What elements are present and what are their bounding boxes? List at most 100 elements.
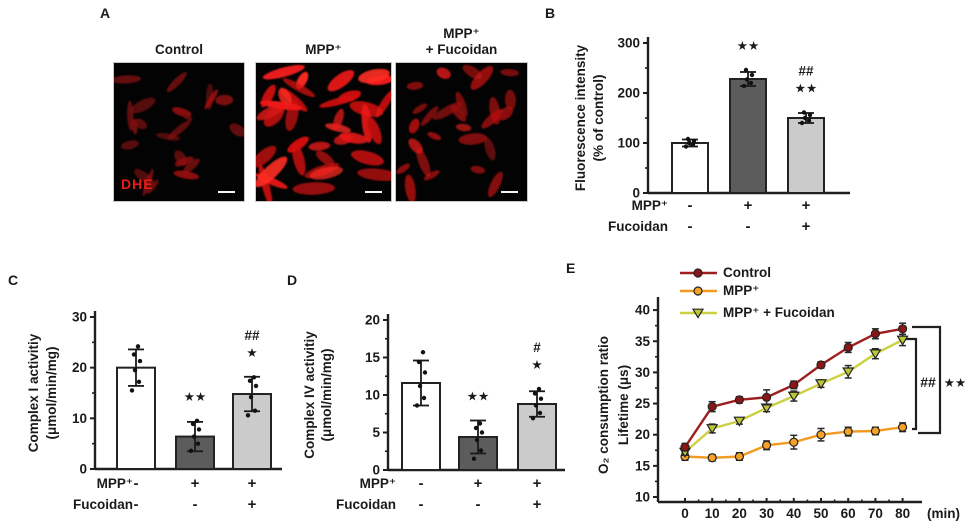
condition-sign: + <box>802 197 811 214</box>
cell <box>333 108 344 130</box>
data-point <box>748 80 754 86</box>
series-marker <box>898 324 908 334</box>
data-point <box>806 118 812 123</box>
data-point <box>691 138 697 144</box>
cell <box>500 68 520 77</box>
cell <box>256 145 277 168</box>
data-point <box>248 394 254 400</box>
x-tick-label: 60 <box>841 506 856 521</box>
y-tick-label: 20 <box>72 360 87 375</box>
significance-marker: ★★ <box>795 82 817 96</box>
cell <box>367 117 382 145</box>
cell <box>155 132 181 141</box>
series-marker <box>870 426 880 436</box>
cell <box>121 140 139 150</box>
condition-row-label: Fucoidan <box>608 219 668 234</box>
y-tick-label: 20 <box>635 427 650 442</box>
data-point <box>478 448 484 453</box>
series-marker <box>814 379 828 390</box>
condition-row-label: Fucoidan <box>73 497 133 512</box>
cell <box>455 123 472 132</box>
data-point <box>683 144 689 149</box>
bar-chart-D: 0 5 10 15 20 Complex IV activitiy (μmol/min/mg… <box>302 313 565 513</box>
condition-sign: + <box>802 218 811 235</box>
cell <box>166 72 187 93</box>
data-point <box>807 112 813 118</box>
data-point <box>190 421 196 427</box>
x-tick-label: 70 <box>868 506 883 521</box>
cell <box>278 88 292 107</box>
micrograph-block-fucoidan: MPP⁺ + Fucoidan <box>395 10 528 202</box>
series-marker <box>680 442 690 452</box>
y-tick-label: 200 <box>617 86 640 101</box>
cell <box>351 150 384 166</box>
legend-marker <box>693 268 703 278</box>
cell <box>146 179 159 194</box>
series-marker <box>842 367 855 378</box>
micrograph-title-line: Control <box>155 42 203 57</box>
y-tick-label: 40 <box>635 303 650 318</box>
data-point <box>744 77 750 82</box>
series-marker <box>762 392 772 402</box>
condition-sign: - <box>476 496 481 513</box>
series-marker <box>816 360 826 370</box>
panel-label-d: D <box>287 272 298 288</box>
cell <box>263 105 285 127</box>
scale-bar <box>218 191 235 193</box>
data-point <box>533 403 539 408</box>
y-tick-label: 30 <box>635 365 650 380</box>
series-marker <box>707 402 717 412</box>
series-marker <box>789 380 799 390</box>
data-point <box>686 140 692 146</box>
cell <box>183 158 200 174</box>
micrograph-title-line: + Fucoidan <box>425 42 498 57</box>
bar <box>517 403 557 471</box>
condition-sign: + <box>248 496 257 513</box>
significance-marker: ★★ <box>737 39 759 53</box>
cell <box>432 101 463 120</box>
cell <box>361 104 373 143</box>
cell <box>167 120 192 140</box>
line-chart-E: 10 15 20 25 30 35 40 O₂ consumption ratio Lifeti… <box>596 265 966 521</box>
condition-sign: + <box>533 475 542 492</box>
micrograph-title-line: MPP⁺ <box>443 26 480 41</box>
series-marker <box>898 422 908 432</box>
cell <box>404 174 416 201</box>
y-tick-label: 10 <box>72 411 87 426</box>
data-point <box>416 359 422 365</box>
x-tick-label: 40 <box>786 506 801 521</box>
cell <box>134 118 148 130</box>
scale-bar <box>501 191 518 193</box>
bar <box>671 142 709 194</box>
cell <box>130 97 156 114</box>
cells-layer <box>114 72 244 196</box>
cell <box>339 132 368 144</box>
significance-bracket <box>906 337 918 431</box>
data-point <box>801 110 807 115</box>
cell <box>358 68 390 84</box>
data-point <box>479 430 485 435</box>
data-point <box>131 352 137 357</box>
series-marker <box>896 335 909 346</box>
series-marker <box>734 395 744 405</box>
y-tick-label: 0 <box>372 463 380 478</box>
fluorescence-image-control <box>113 62 245 202</box>
bracket-significance-label: ★★ <box>944 376 966 390</box>
condition-row-label: Fucoidan <box>336 497 396 512</box>
micrograph-block-control: Control DHE <box>113 10 245 202</box>
y-axis-label: Complex I activitiy <box>26 333 41 452</box>
series-marker <box>787 391 800 402</box>
cell <box>287 136 309 153</box>
cell <box>423 170 440 181</box>
data-point <box>136 379 142 385</box>
cells-layer <box>396 64 520 201</box>
bracket-significance-label: ## <box>920 374 936 390</box>
legend-label: MPP⁺ <box>723 283 759 298</box>
data-point <box>417 383 423 389</box>
cell <box>436 67 451 79</box>
data-point <box>253 383 259 389</box>
y-tick-label: 15 <box>365 350 381 365</box>
condition-row-label: MPP⁺ <box>632 198 668 213</box>
cell <box>412 103 428 114</box>
